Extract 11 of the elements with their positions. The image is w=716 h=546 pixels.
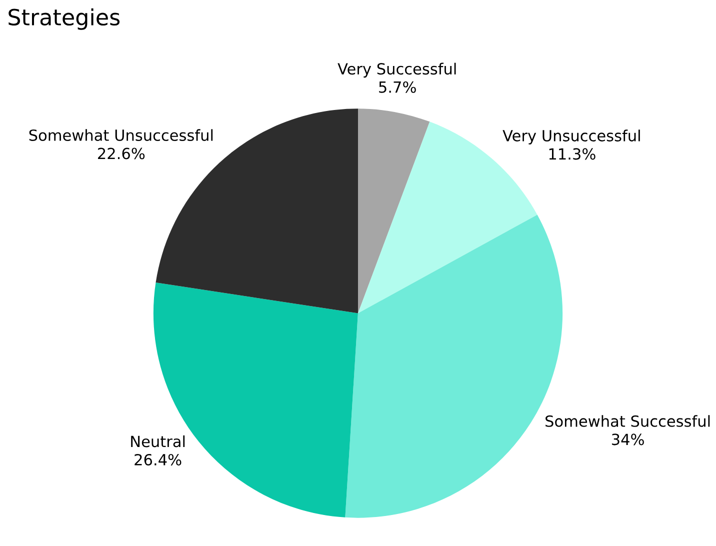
slice-label: Neutral — [131, 435, 185, 448]
data-label: 5.7% — [379, 81, 416, 93]
slice-label: Very Successful — [338, 62, 456, 78]
data-label: 26.4% — [134, 454, 182, 466]
data-label: 11.3% — [549, 148, 596, 160]
slice-label: Very Unsuccessful — [502, 130, 640, 144]
data-label: 22.6% — [98, 148, 145, 160]
data-label: 34% — [612, 434, 644, 446]
slice-label: Somewhat Unsuccessful — [29, 129, 213, 141]
slice-label: Somewhat Successful — [546, 415, 710, 427]
chart-title: Strategies — [8, 8, 120, 30]
